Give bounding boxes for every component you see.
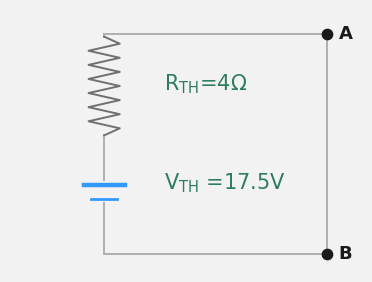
Text: B: B bbox=[339, 245, 352, 263]
Point bbox=[324, 32, 330, 36]
Text: $\mathregular{R_{TH}}$=4Ω: $\mathregular{R_{TH}}$=4Ω bbox=[164, 73, 247, 96]
Point bbox=[324, 252, 330, 256]
Text: A: A bbox=[339, 25, 352, 43]
Text: $\mathregular{V_{TH}}$ =17.5V: $\mathregular{V_{TH}}$ =17.5V bbox=[164, 171, 285, 195]
